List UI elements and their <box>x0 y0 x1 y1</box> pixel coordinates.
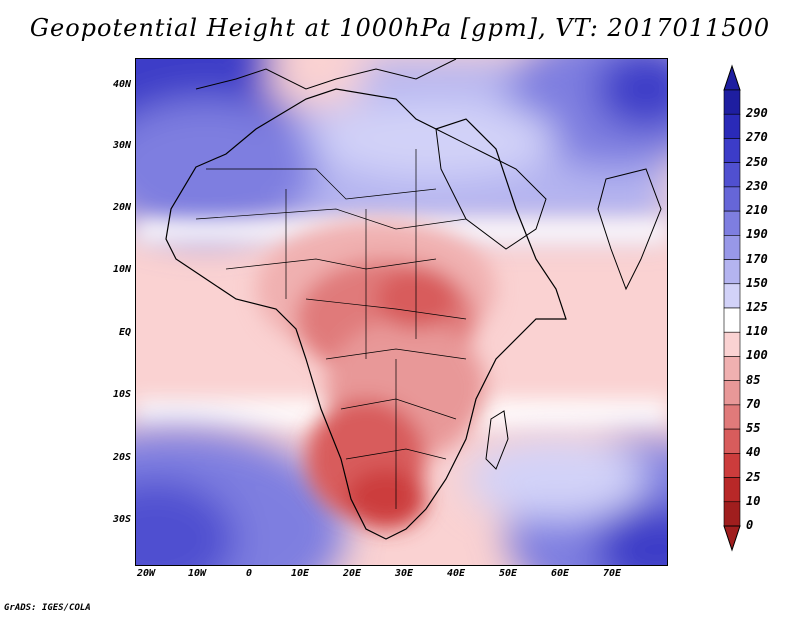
colorbar-label: 40 <box>746 445 761 460</box>
lon-tick-label: 30E <box>394 568 414 579</box>
lat-tick-label: 30S <box>112 514 131 525</box>
colorbar-label: 250 <box>746 154 768 169</box>
lat-tick-label: 30N <box>112 140 131 151</box>
colorbar-segment <box>723 186 741 212</box>
colorbar-label: 170 <box>746 251 768 266</box>
colorbar-label: 190 <box>746 227 768 242</box>
colorbar-segment <box>723 453 741 478</box>
colorbar-label: 270 <box>746 130 768 145</box>
colorbar-label: 230 <box>746 178 768 193</box>
lat-tick-label: EQ <box>118 327 131 338</box>
lat-tick-label: 40N <box>112 79 131 90</box>
africa-coastline <box>165 88 567 540</box>
colorbar-label: 100 <box>746 348 768 363</box>
lon-tick-label: 10E <box>290 568 310 579</box>
map-panel <box>135 58 668 566</box>
colorbar-segment <box>723 113 741 139</box>
colorbar-segment <box>723 259 741 285</box>
colorbar-segment <box>723 477 741 503</box>
colorbar-label: 150 <box>746 275 768 290</box>
colorbar-label: 55 <box>746 421 761 436</box>
colorbar-label: 125 <box>746 300 768 314</box>
colorbar-segment <box>723 235 741 260</box>
colorbar-label: 0 <box>746 518 754 532</box>
colorbar-label: 210 <box>746 203 768 218</box>
lat-tick-label: 10N <box>112 264 131 275</box>
country-borders <box>195 149 467 509</box>
lon-tick-label: 70E <box>602 568 622 579</box>
madagascar-coastline <box>485 410 509 470</box>
colorbar-svg <box>723 64 741 552</box>
lon-tick-label: 40E <box>446 568 466 579</box>
grads-credit: GrADS: IGES/COLA <box>4 603 91 613</box>
colorbar-segment <box>723 307 741 333</box>
colorbar-segment <box>723 210 741 236</box>
colorbar-segment <box>723 89 741 115</box>
lon-tick-label: 10W <box>187 568 207 579</box>
colorbar-label: 85 <box>746 372 761 387</box>
lon-tick-label: 50E <box>498 568 518 579</box>
colorbar-label: 25 <box>746 469 761 484</box>
colorbar-label: 70 <box>746 396 761 411</box>
colorbar-segment <box>723 356 741 381</box>
colorbar-label: 290 <box>746 106 768 121</box>
lat-tick-label: 20S <box>112 452 131 463</box>
map-title: Geopotential Height at 1000hPa [gpm], VT… <box>29 14 771 42</box>
colorbar-segment <box>723 501 741 527</box>
lon-tick-label: 0 <box>245 568 253 579</box>
colorbar-segment <box>723 380 741 406</box>
lat-tick-label: 20N <box>112 202 131 213</box>
colorbar-label: 110 <box>746 324 768 339</box>
colorbar-segment <box>723 404 741 430</box>
colorbar-segment <box>723 331 741 357</box>
lon-tick-label: 20E <box>342 568 362 579</box>
colorbar-segment <box>723 283 741 309</box>
lon-tick-label: 60E <box>550 568 570 579</box>
india-coastline <box>597 168 662 291</box>
colorbar-segment <box>723 138 741 163</box>
lat-tick-label: 10S <box>112 389 131 400</box>
field-south-high <box>136 429 667 565</box>
colorbar-top-arrow <box>723 64 741 91</box>
arabia-coastline <box>435 128 547 250</box>
europe-coastline <box>195 59 457 90</box>
colorbar-label: 10 <box>746 493 761 508</box>
colorbar-segment <box>723 162 741 188</box>
map-svg <box>136 59 667 565</box>
colorbar-segment <box>723 428 741 454</box>
lon-tick-label: 20W <box>136 568 156 579</box>
field-north-high <box>136 59 667 239</box>
colorbar: 290 270 250 230 210 190 170 150 125 110 100 85 70 55 4… <box>720 58 800 558</box>
colorbar-bottom-arrow <box>723 525 741 552</box>
